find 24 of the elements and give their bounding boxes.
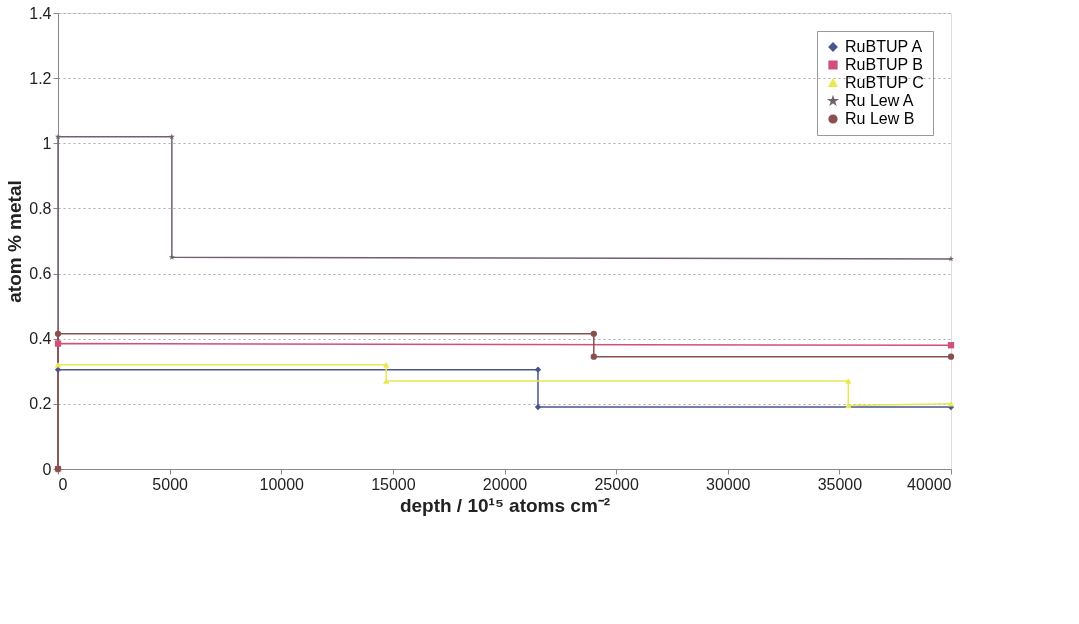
x-tick-label: 30000 xyxy=(706,475,751,493)
legend-label: RuBTUP C xyxy=(845,74,924,91)
x-tick-label: 15000 xyxy=(371,475,416,493)
x-tick-label: 5000 xyxy=(152,475,189,493)
y-tick-label: 0 xyxy=(42,460,52,478)
legend-label: RuBTUP B xyxy=(845,56,923,73)
x-tick-label: 40000 xyxy=(907,475,952,493)
y-tick-label: 1 xyxy=(42,134,52,152)
x-axis-title: depth / 10¹⁵ atoms cm⁻² xyxy=(399,494,611,516)
x-tick-label: 20000 xyxy=(482,475,528,493)
x-tick-label: 25000 xyxy=(594,475,639,493)
x-tick-label: 35000 xyxy=(817,475,863,493)
x-tick-label: 10000 xyxy=(259,475,305,493)
legend-label: Ru Lew B xyxy=(845,110,915,127)
legend-label: RuBTUP A xyxy=(845,38,923,55)
y-tick-label: 0.2 xyxy=(29,395,52,413)
y-axis-title: atom % metal xyxy=(4,180,26,303)
y-tick-label: 0.4 xyxy=(29,330,52,348)
y-tick-label: 0.6 xyxy=(29,265,52,283)
y-tick-label: 0.8 xyxy=(29,199,52,217)
y-tick-label: 1.2 xyxy=(29,69,52,87)
legend-label: Ru Lew A xyxy=(845,92,914,109)
y-tick-label: 1.4 xyxy=(29,4,52,22)
x-tick-label: 0 xyxy=(58,475,68,493)
